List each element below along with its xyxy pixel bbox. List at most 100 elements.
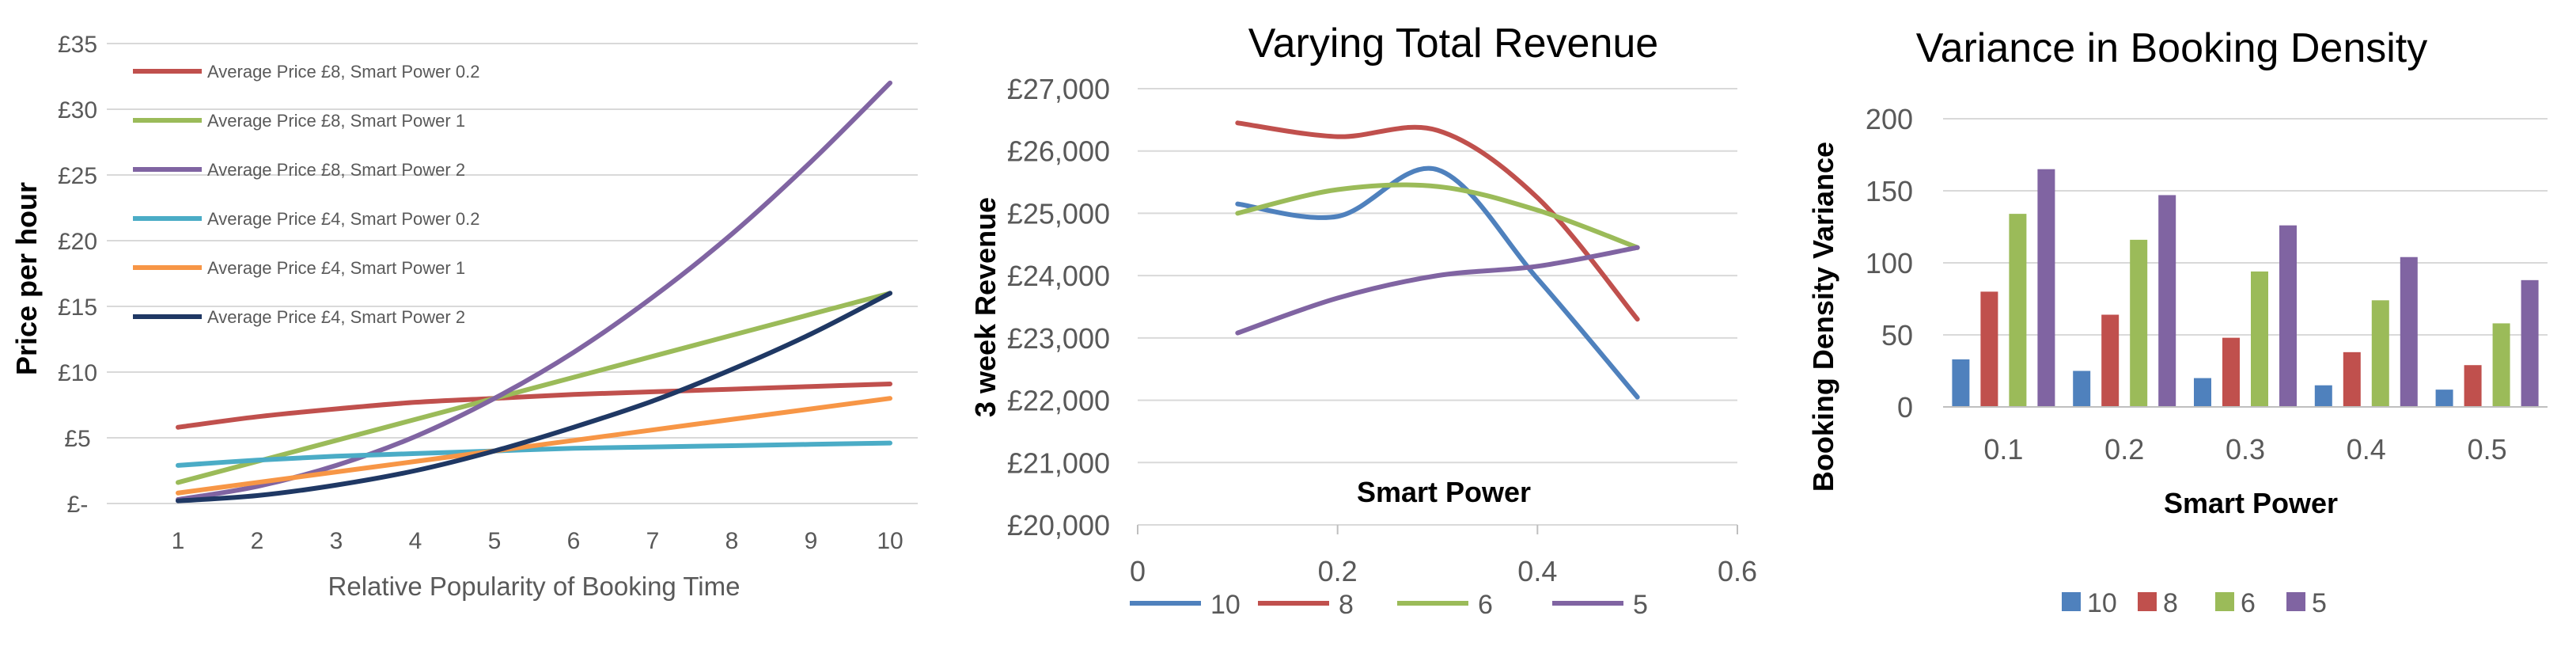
bar: [2521, 279, 2539, 407]
x-tick-label: 8: [725, 528, 739, 554]
legend-entry: 8: [2163, 588, 2178, 618]
x-tick-label: 0.4: [2347, 433, 2386, 466]
x-tick-label: 7: [646, 528, 660, 554]
y-tick-label: £5: [64, 426, 90, 452]
bar: [2251, 271, 2268, 407]
x-tick-label: 0.3: [2226, 433, 2265, 466]
bar: [1980, 291, 1998, 407]
series-line: [176, 396, 892, 496]
series-line: [1235, 165, 1640, 400]
y-tick-label: £-: [67, 492, 89, 518]
x-tick-label: 0.2: [2104, 433, 2144, 466]
legend-swatch: [2062, 592, 2081, 611]
series-line: [176, 291, 892, 504]
y-tick-label: £24,000: [1007, 260, 1110, 292]
bar: [2279, 225, 2297, 407]
bar: [2222, 337, 2240, 407]
bar: [2435, 390, 2453, 407]
bar: [2194, 378, 2211, 407]
chart-title: Varying Total Revenue: [1248, 21, 1658, 66]
legend-entry: 5: [2312, 588, 2327, 618]
x-tick-label: 0.2: [1318, 555, 1358, 587]
x-axis-label: Smart Power: [2164, 487, 2338, 519]
y-tick-label: £10: [58, 360, 97, 386]
legend-entry: Average Price £8, Smart Power 2: [207, 160, 465, 180]
y-tick-label: £27,000: [1007, 73, 1110, 105]
y-tick-label: 50: [1881, 319, 1913, 352]
legend-entry: Average Price £4, Smart Power 2: [207, 307, 465, 327]
legend-entry: Average Price £4, Smart Power 0.2: [207, 209, 479, 229]
legend-swatch: [2215, 592, 2234, 611]
x-tick-label: 4: [409, 528, 422, 554]
x-axis-label: Smart Power: [1357, 476, 1531, 508]
chart-title: Variance in Booking Density: [1916, 25, 2428, 71]
y-axis-label: 3 week Revenue: [969, 197, 1002, 417]
y-axis-label: Price per hour: [10, 182, 43, 375]
series-line: [1235, 120, 1640, 322]
x-tick-label: 0: [1130, 555, 1146, 587]
y-tick-label: £20: [58, 229, 97, 255]
y-axis-label: Booking Density Variance: [1807, 142, 1839, 492]
x-tick-label: 0.5: [2468, 433, 2507, 466]
y-tick-label: £20,000: [1007, 509, 1110, 542]
legend-entry: Average Price £8, Smart Power 0.2: [207, 62, 479, 82]
series-line: [1235, 182, 1640, 250]
bar: [2314, 385, 2332, 407]
y-tick-label: £23,000: [1007, 322, 1110, 355]
y-tick-label: 100: [1866, 247, 1913, 279]
y-tick-label: 0: [1897, 391, 1913, 424]
x-tick-label: 6: [567, 528, 581, 554]
x-tick-label: 9: [805, 528, 818, 554]
bar: [1952, 359, 1970, 407]
series-line: [176, 291, 892, 485]
bar: [2009, 214, 2027, 407]
chart-varying-total-revenue: Varying Total Revenue £20,000 £21,000 £22,0…: [969, 21, 1757, 620]
bar: [2464, 365, 2482, 407]
legend-entry: 8: [1339, 590, 1354, 620]
chart-price-per-hour: £- £5 £10 £15 £20 £25 £30 £35 1 2 3 4 5 6 7 8 9 10 Price p…: [10, 32, 918, 601]
legend-entry: 10: [1210, 590, 1241, 620]
x-tick-label: 5: [488, 528, 502, 554]
legend-swatch: [2138, 592, 2157, 611]
legend-entry: 5: [1633, 590, 1648, 620]
legend-swatch: [2286, 592, 2305, 611]
x-tick-label: 2: [251, 528, 264, 554]
bar: [2037, 169, 2055, 407]
bar: [2130, 239, 2148, 407]
bar: [2400, 256, 2418, 407]
y-tick-label: £15: [58, 294, 97, 321]
bar: [2101, 314, 2120, 407]
x-tick-label: 3: [330, 528, 343, 554]
series-line: [176, 440, 892, 468]
y-tick-label: £21,000: [1007, 446, 1110, 479]
bar: [2073, 370, 2091, 407]
legend-entry: 6: [2241, 588, 2256, 618]
y-tick-label: 200: [1866, 103, 1913, 135]
bar: [2158, 195, 2176, 407]
x-axis-label: Relative Popularity of Booking Time: [328, 572, 741, 601]
legend-entry: Average Price £4, Smart Power 1: [207, 258, 465, 278]
x-tick-label: 0.6: [1718, 555, 1757, 587]
y-tick-label: 150: [1866, 175, 1913, 207]
bar: [2343, 352, 2361, 407]
y-tick-label: £30: [58, 97, 97, 124]
y-tick-label: £26,000: [1007, 135, 1110, 168]
x-tick-label: 10: [877, 528, 903, 554]
series-line: [1235, 245, 1640, 336]
y-tick-label: £25,000: [1007, 197, 1110, 230]
legend-entry: 6: [1478, 590, 1493, 620]
x-tick-label: 1: [172, 528, 185, 554]
chart-variance-booking-density: Variance in Booking Density 0 50 100 150 200 0…: [1807, 25, 2548, 618]
y-tick-label: £25: [58, 163, 97, 189]
legend-entry: Average Price £8, Smart Power 1: [207, 111, 465, 131]
legend-entry: 10: [2087, 588, 2117, 618]
series-line: [176, 381, 892, 430]
bar: [2371, 300, 2389, 407]
y-tick-label: £35: [58, 32, 97, 58]
bar: [2492, 323, 2510, 407]
y-tick-label: £22,000: [1007, 385, 1110, 417]
x-tick-label: 0.1: [1983, 433, 2023, 466]
x-tick-label: 0.4: [1517, 555, 1557, 587]
